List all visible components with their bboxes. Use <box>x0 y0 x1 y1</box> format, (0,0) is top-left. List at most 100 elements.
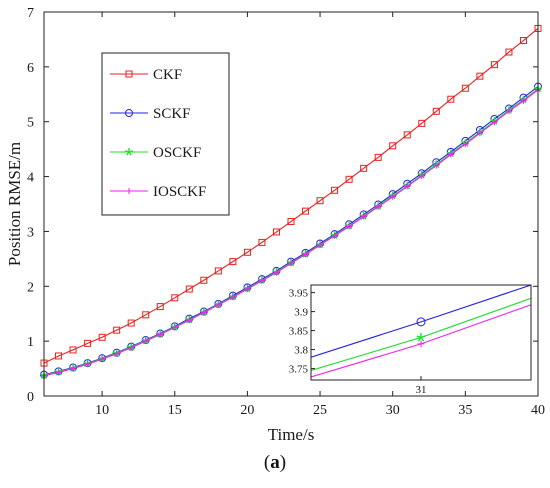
data-point <box>447 151 454 158</box>
inset-series-osckf <box>311 297 531 372</box>
star-marker-arm <box>170 324 175 328</box>
y-tick-label: 1 <box>27 335 34 350</box>
x-tick-label: 35 <box>458 403 472 418</box>
data-point <box>244 286 251 293</box>
inset-y-tick-label: 3.75 <box>289 364 309 376</box>
inset-series-line <box>311 285 531 358</box>
star-marker-arm <box>359 214 364 217</box>
legend-label: CKF <box>153 67 182 83</box>
data-point <box>447 95 455 103</box>
square-marker <box>331 186 339 194</box>
y-tick-label: 2 <box>27 280 34 295</box>
inset-x-tick-label: 31 <box>416 384 427 396</box>
panel-caption: (a) <box>263 452 287 473</box>
square-marker <box>125 70 133 78</box>
data-point <box>215 301 222 308</box>
star-marker-arm <box>504 108 510 111</box>
legend-item-iosckf: IOSCKF <box>110 184 206 200</box>
square-marker <box>476 72 484 80</box>
inset-y-tick-label: 3.85 <box>289 326 309 338</box>
plot-area <box>43 11 539 397</box>
data-point <box>403 131 411 139</box>
square-marker <box>113 326 121 334</box>
star-marker-arm <box>519 97 524 101</box>
data-point <box>288 260 294 267</box>
data-point <box>331 186 339 194</box>
y-tick-label: 3 <box>27 225 34 240</box>
square-marker <box>287 218 295 226</box>
x-tick-label: 40 <box>531 403 545 418</box>
star-marker-arm <box>417 173 422 176</box>
data-point <box>98 333 106 341</box>
data-point <box>99 356 106 363</box>
inset-zoom-plot: 3.75 3.8 3.85 3.9 3.95 31 <box>289 284 532 396</box>
inset-data-point <box>416 317 426 327</box>
data-point <box>84 339 92 347</box>
star-marker-arm <box>214 302 219 306</box>
star-marker-arm <box>490 119 495 122</box>
data-point <box>69 346 77 354</box>
data-point <box>432 107 440 115</box>
axes-layer: 10 15 20 25 30 35 40 0 1 2 3 4 5 6 7 <box>27 6 545 418</box>
data-point <box>113 326 121 334</box>
data-point <box>331 232 338 239</box>
data-point <box>375 203 382 210</box>
x-axis-label: Time/s <box>268 425 315 444</box>
data-point <box>505 108 512 115</box>
star-marker-arm <box>533 86 539 90</box>
star-marker-arm <box>69 366 74 369</box>
square-marker <box>360 164 368 172</box>
data-point <box>345 175 353 183</box>
star-marker-arm <box>127 345 132 348</box>
star-marker-arm <box>330 233 335 236</box>
legend-marker <box>124 148 134 156</box>
x-tick-label: 30 <box>386 403 400 418</box>
star-marker-arm <box>124 150 130 153</box>
star-marker-arm <box>374 204 379 207</box>
data-point <box>113 350 120 357</box>
data-point <box>360 164 368 172</box>
star-marker-arm <box>461 141 466 144</box>
square-marker <box>272 228 280 236</box>
legend-marker <box>125 70 133 78</box>
square-marker <box>200 276 208 284</box>
data-point <box>156 303 164 311</box>
star-marker-arm <box>257 278 263 281</box>
data-point <box>476 130 483 137</box>
square-marker <box>55 352 63 360</box>
data-point <box>273 269 280 276</box>
data-point <box>404 183 411 190</box>
inset-data-point <box>417 340 425 348</box>
data-point <box>505 48 513 56</box>
star-marker-arm <box>228 294 234 298</box>
inset-background <box>311 285 531 380</box>
data-point <box>374 153 382 161</box>
legend-marker <box>126 188 132 194</box>
x-tick-label: 10 <box>95 403 109 418</box>
square-marker <box>258 238 266 246</box>
data-point <box>418 173 425 180</box>
y-axis-label: Position RMSE/m <box>5 142 24 266</box>
star-marker-arm <box>446 151 452 155</box>
square-marker <box>127 319 135 327</box>
star-marker-arm <box>185 317 190 321</box>
square-marker <box>374 153 382 161</box>
star-marker-arm <box>420 335 426 339</box>
data-point <box>520 97 527 104</box>
series-line <box>43 28 539 364</box>
star-marker-arm <box>112 351 117 354</box>
square-marker <box>69 346 77 354</box>
data-point <box>128 344 135 351</box>
square-marker <box>505 48 513 56</box>
square-marker <box>403 131 411 139</box>
legend-label: SCKF <box>153 106 191 122</box>
data-point <box>462 141 469 148</box>
square-marker <box>214 267 222 275</box>
square-marker <box>316 197 324 205</box>
data-point <box>200 276 208 284</box>
data-point <box>346 223 353 230</box>
star-marker-arm <box>272 270 277 273</box>
data-point <box>418 119 426 127</box>
star-marker-arm <box>417 337 422 342</box>
